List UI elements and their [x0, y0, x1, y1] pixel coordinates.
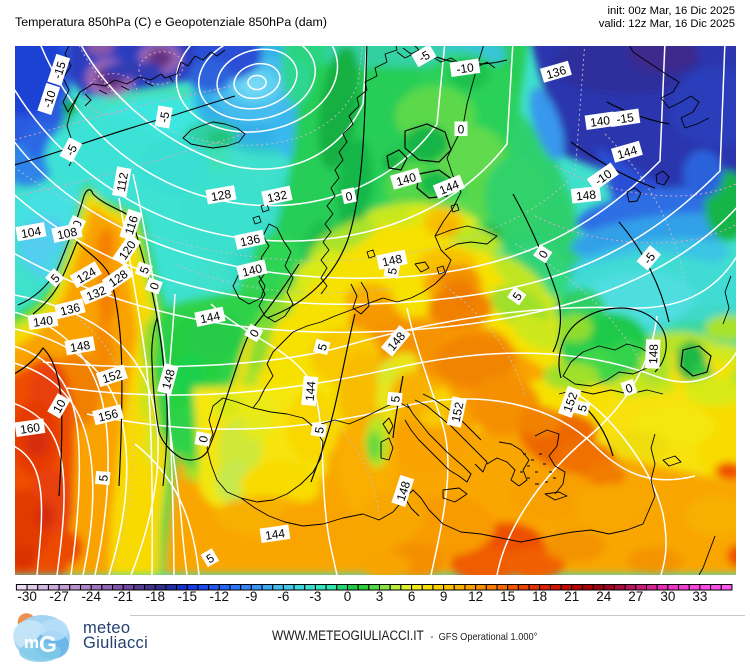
svg-text:152: 152: [560, 390, 580, 414]
svg-text:0: 0: [344, 188, 354, 203]
svg-text:144: 144: [302, 380, 318, 401]
svg-text:5: 5: [314, 341, 329, 351]
svg-text:0: 0: [457, 122, 464, 136]
svg-text:-15: -15: [615, 110, 634, 126]
svg-text:140: 140: [589, 113, 611, 130]
svg-text:140: 140: [240, 261, 263, 280]
svg-text:-3: -3: [309, 589, 321, 604]
svg-text:148: 148: [393, 479, 413, 503]
svg-text:0: 0: [146, 280, 162, 291]
svg-text:12: 12: [468, 589, 483, 604]
svg-text:5: 5: [136, 264, 152, 275]
svg-text:10: 10: [50, 396, 69, 415]
svg-text:108: 108: [55, 224, 78, 242]
svg-text:5: 5: [96, 473, 111, 481]
svg-text:-10: -10: [455, 60, 474, 76]
svg-text:33: 33: [692, 589, 707, 604]
svg-text:160: 160: [19, 420, 41, 437]
svg-text:-21: -21: [113, 589, 133, 604]
svg-text:5: 5: [312, 425, 327, 434]
svg-text:152: 152: [100, 366, 124, 386]
svg-text:112: 112: [113, 171, 130, 193]
svg-text:-24: -24: [81, 589, 101, 604]
svg-text:148: 148: [159, 367, 178, 390]
svg-text:156: 156: [96, 406, 119, 425]
svg-text:0: 0: [196, 434, 211, 443]
svg-text:148: 148: [646, 343, 661, 364]
svg-text:132: 132: [265, 187, 288, 205]
svg-text:21: 21: [564, 589, 579, 604]
svg-text:-15: -15: [50, 59, 69, 80]
svg-text:148: 148: [380, 251, 403, 269]
svg-text:144: 144: [615, 142, 638, 161]
svg-text:140: 140: [394, 169, 417, 188]
svg-text:-10: -10: [40, 88, 59, 109]
svg-text:24: 24: [596, 589, 612, 604]
svg-text:15: 15: [500, 589, 515, 604]
svg-text:3: 3: [376, 589, 384, 604]
svg-text:5: 5: [388, 394, 403, 402]
svg-text:9: 9: [440, 589, 448, 604]
svg-text:144: 144: [198, 308, 221, 326]
svg-text:0: 0: [623, 380, 634, 396]
svg-text:136: 136: [58, 300, 81, 319]
svg-text:148: 148: [69, 337, 91, 354]
svg-text:136: 136: [238, 231, 261, 249]
svg-text:6: 6: [408, 589, 416, 604]
svg-text:-6: -6: [277, 589, 289, 604]
svg-text:116: 116: [121, 213, 140, 236]
svg-text:-5: -5: [156, 110, 172, 123]
svg-text:-18: -18: [145, 589, 165, 604]
svg-text:18: 18: [532, 589, 547, 604]
svg-text:148: 148: [575, 187, 597, 203]
svg-text:27: 27: [628, 589, 643, 604]
svg-text:-27: -27: [49, 589, 69, 604]
svg-text:-15: -15: [178, 589, 198, 604]
svg-text:30: 30: [660, 589, 675, 604]
svg-text:m: m: [24, 633, 39, 652]
svg-text:136: 136: [544, 62, 567, 81]
svg-text:128: 128: [210, 186, 232, 203]
svg-text:104: 104: [20, 223, 42, 240]
svg-text:0: 0: [344, 589, 352, 604]
svg-text:-9: -9: [245, 589, 257, 604]
svg-text:152: 152: [448, 400, 466, 423]
svg-text:-30: -30: [17, 589, 37, 604]
svg-text:144: 144: [264, 526, 286, 543]
svg-text:-12: -12: [210, 589, 230, 604]
svg-text:G: G: [39, 631, 57, 657]
svg-text:140: 140: [32, 313, 54, 330]
svg-text:5: 5: [385, 266, 400, 275]
svg-text:5: 5: [574, 402, 589, 412]
